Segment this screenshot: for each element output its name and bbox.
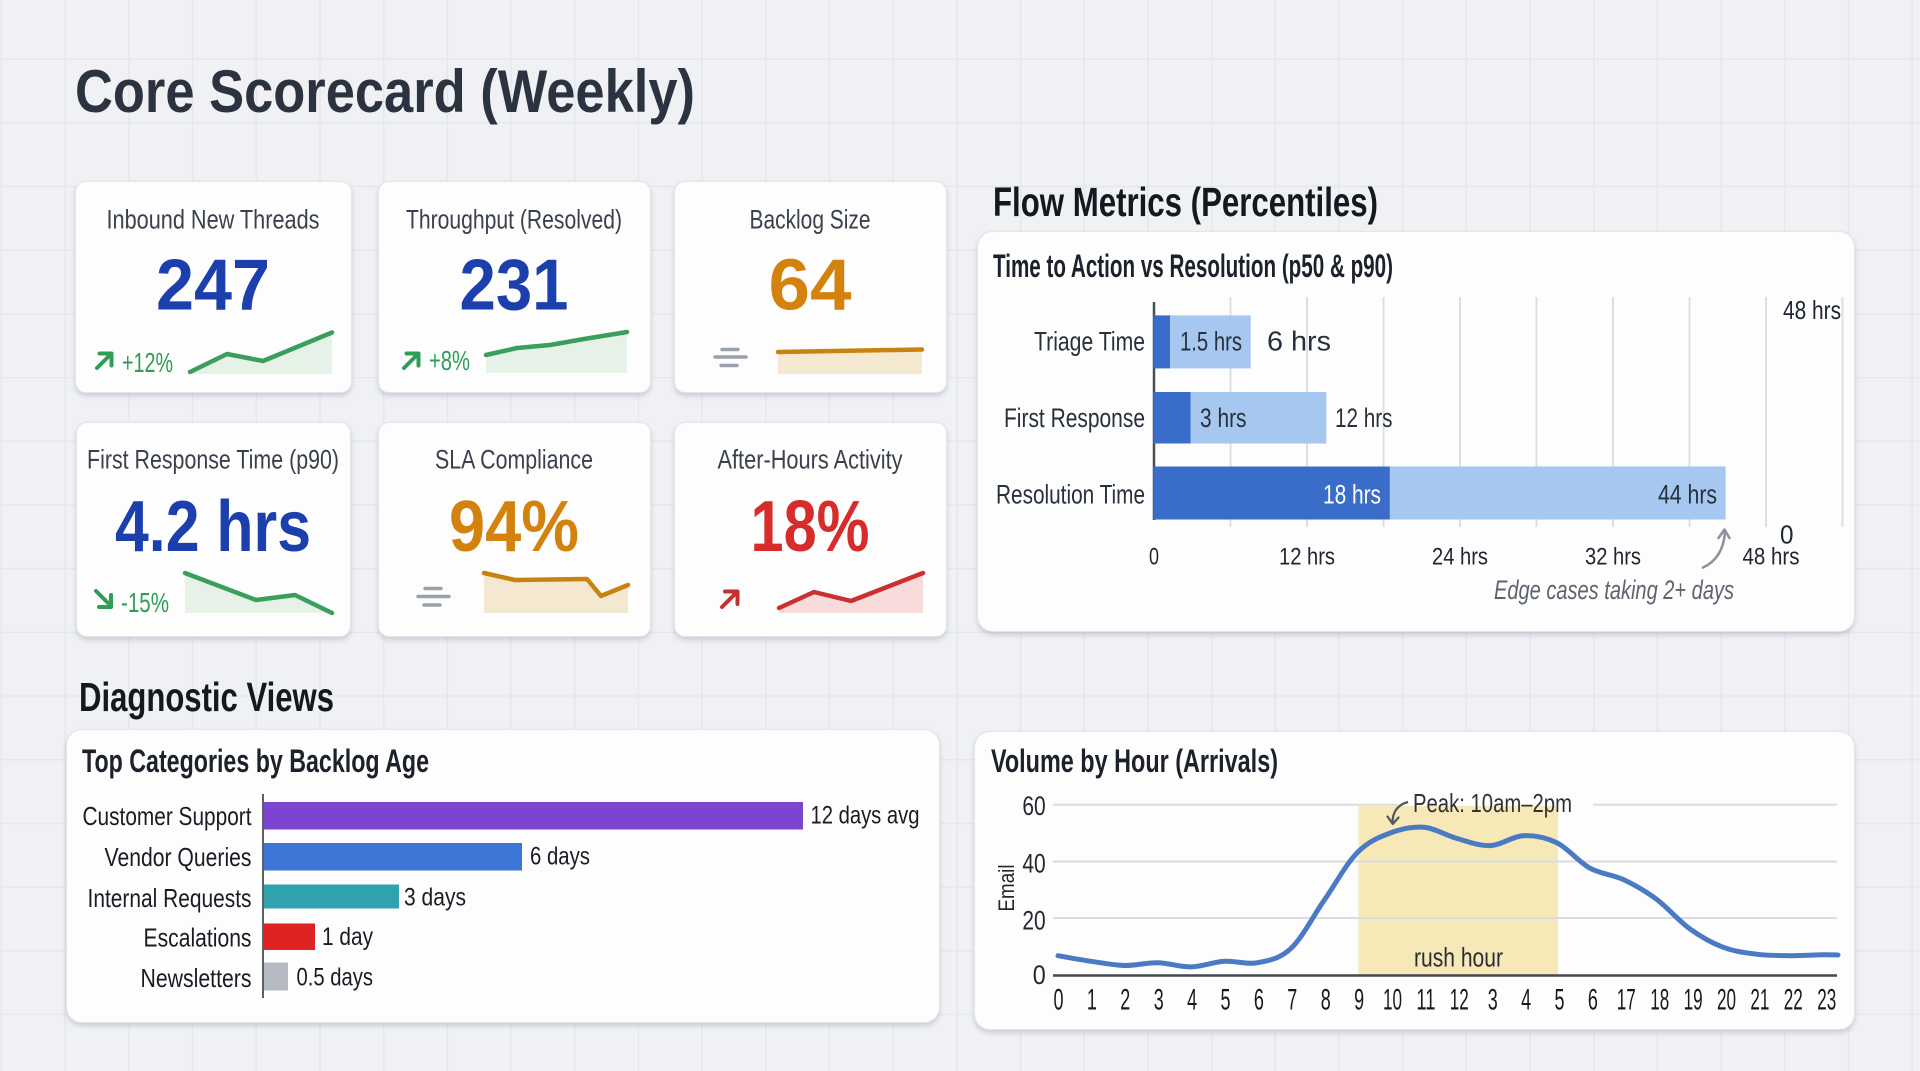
svg-text:6: 6: [1254, 984, 1264, 1017]
svg-text:48 hrs: 48 hrs: [1783, 295, 1841, 325]
svg-text:0: 0: [1780, 520, 1794, 550]
svg-text:Top Categories by Backlog Age: Top Categories by Backlog Age: [82, 743, 429, 779]
svg-text:Peak: 10am–2pm: Peak: 10am–2pm: [1413, 788, 1572, 818]
svg-text:8: 8: [1321, 984, 1331, 1017]
svg-text:After-Hours Activity: After-Hours Activity: [718, 445, 903, 475]
svg-text:First Response Time (p90): First Response Time (p90): [87, 445, 339, 475]
svg-text:24 hrs: 24 hrs: [1432, 544, 1488, 571]
svg-text:5: 5: [1221, 984, 1231, 1017]
svg-text:11: 11: [1416, 984, 1435, 1017]
svg-text:12 hrs: 12 hrs: [1279, 544, 1335, 571]
svg-text:1.5 hrs: 1.5 hrs: [1180, 327, 1242, 357]
svg-text:Volume by Hour (Arrivals): Volume by Hour (Arrivals): [991, 743, 1278, 779]
svg-text:23: 23: [1817, 984, 1836, 1017]
svg-text:Triage Time: Triage Time: [1034, 327, 1145, 357]
svg-text:Customer Support: Customer Support: [83, 801, 253, 831]
svg-text:Throughput (Resolved): Throughput (Resolved): [406, 205, 622, 235]
svg-text:Flow Metrics (Percentiles): Flow Metrics (Percentiles): [993, 179, 1378, 225]
svg-text:18: 18: [1650, 984, 1669, 1017]
svg-text:7: 7: [1287, 984, 1297, 1017]
svg-text:4.2 hrs: 4.2 hrs: [115, 487, 311, 567]
svg-text:3: 3: [1154, 984, 1164, 1017]
svg-text:0: 0: [1033, 960, 1046, 990]
svg-text:12 hrs: 12 hrs: [1335, 403, 1393, 433]
svg-text:+12%: +12%: [122, 347, 173, 378]
svg-text:3: 3: [1488, 984, 1498, 1017]
svg-text:20: 20: [1022, 906, 1045, 936]
svg-text:3 hrs: 3 hrs: [1200, 403, 1247, 433]
svg-text:Diagnostic Views: Diagnostic Views: [79, 674, 334, 720]
svg-text:3 days: 3 days: [404, 884, 466, 912]
svg-text:10: 10: [1383, 984, 1402, 1017]
svg-text:4: 4: [1187, 984, 1197, 1017]
svg-text:9: 9: [1354, 984, 1364, 1017]
svg-text:247: 247: [156, 246, 270, 326]
svg-text:Backlog Size: Backlog Size: [750, 205, 871, 235]
svg-text:0.5 days: 0.5 days: [297, 964, 374, 992]
svg-text:19: 19: [1684, 984, 1703, 1017]
svg-text:40: 40: [1022, 849, 1045, 879]
svg-text:Edge cases taking 2+ days: Edge cases taking 2+ days: [1494, 575, 1734, 605]
svg-text:Time to Action vs Resolution (: Time to Action vs Resolution (p50 & p90): [993, 248, 1393, 284]
svg-text:1 day: 1 day: [322, 923, 373, 951]
svg-text:21: 21: [1750, 984, 1769, 1017]
svg-text:Internal Requests: Internal Requests: [88, 883, 252, 913]
svg-text:20: 20: [1717, 984, 1736, 1017]
svg-text:4: 4: [1521, 984, 1531, 1017]
svg-text:44 hrs: 44 hrs: [1658, 480, 1717, 510]
svg-text:1: 1: [1087, 984, 1097, 1017]
svg-text:12: 12: [1450, 984, 1469, 1017]
svg-text:12 days avg: 12 days avg: [811, 802, 920, 830]
svg-text:SLA Compliance: SLA Compliance: [435, 445, 593, 475]
svg-text:6 hrs: 6 hrs: [1267, 326, 1331, 357]
svg-text:48 hrs: 48 hrs: [1743, 544, 1800, 571]
svg-text:18 hrs: 18 hrs: [1323, 480, 1381, 510]
svg-text:64: 64: [769, 246, 852, 326]
svg-text:2: 2: [1120, 984, 1130, 1017]
svg-text:Resolution Time: Resolution Time: [996, 480, 1145, 510]
svg-text:94%: 94%: [449, 487, 579, 567]
svg-text:22: 22: [1784, 984, 1803, 1017]
svg-text:Newsletters: Newsletters: [141, 963, 252, 993]
svg-text:Email: Email: [994, 865, 1019, 912]
svg-text:0: 0: [1054, 984, 1064, 1017]
svg-text:6: 6: [1588, 984, 1598, 1017]
svg-text:32 hrs: 32 hrs: [1585, 544, 1641, 571]
svg-text:0: 0: [1149, 544, 1159, 571]
svg-text:Inbound New Threads: Inbound New Threads: [107, 205, 320, 235]
svg-text:6 days: 6 days: [530, 843, 590, 871]
svg-text:18%: 18%: [751, 487, 870, 567]
svg-text:60: 60: [1022, 791, 1045, 821]
svg-text:First Response: First Response: [1004, 403, 1145, 433]
svg-text:5: 5: [1555, 984, 1565, 1017]
svg-text:Vendor Queries: Vendor Queries: [105, 842, 252, 872]
svg-text:Core Scorecard (Weekly): Core Scorecard (Weekly): [75, 58, 695, 125]
svg-text:Escalations: Escalations: [144, 923, 252, 953]
svg-text:+8%: +8%: [429, 345, 470, 376]
svg-text:231: 231: [460, 246, 569, 326]
svg-text:17: 17: [1617, 984, 1636, 1017]
svg-text:-15%: -15%: [121, 587, 169, 618]
svg-text:rush hour: rush hour: [1414, 942, 1503, 972]
